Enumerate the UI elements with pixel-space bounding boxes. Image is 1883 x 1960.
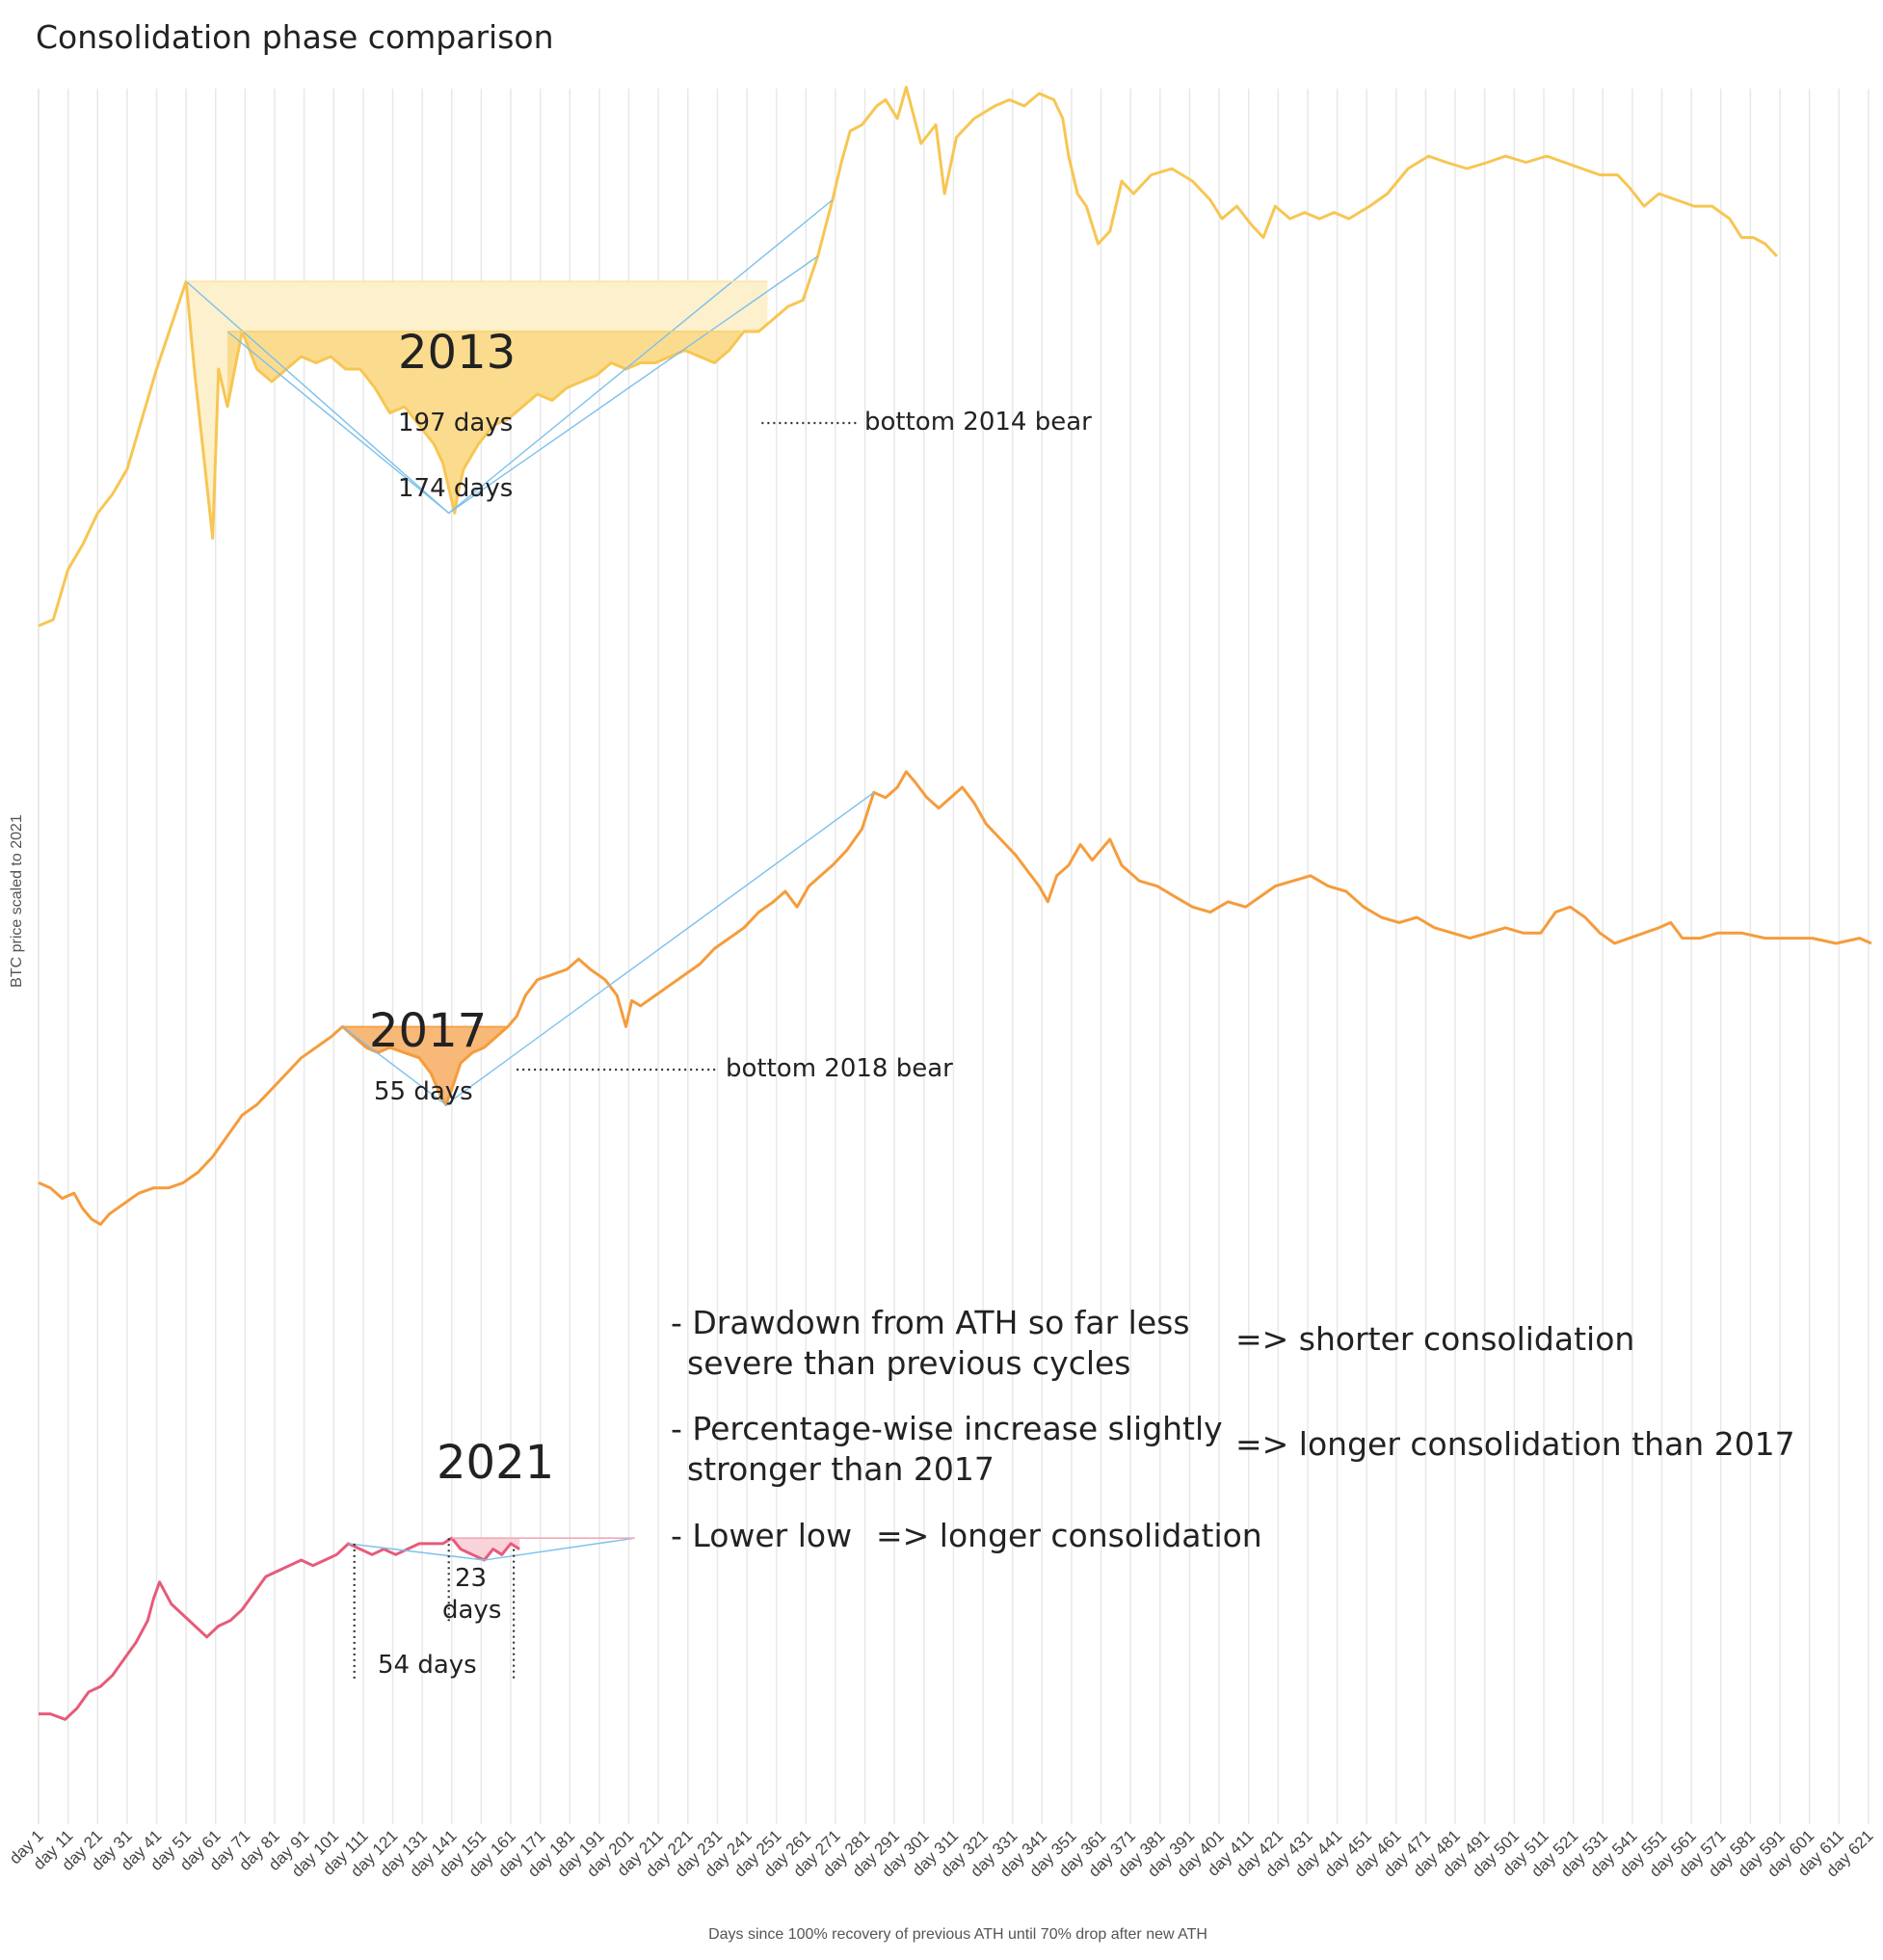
annotation-overlay xyxy=(185,199,875,1682)
guide-v-2021 xyxy=(348,1537,635,1561)
note-1-arrow: => shorter consolidation xyxy=(1235,1320,1634,1358)
note-1-line-2: severe than previous cycles xyxy=(687,1344,1131,1382)
note-3-line-1: - Lower low xyxy=(671,1517,852,1554)
vertical-gridlines xyxy=(38,89,1870,1824)
series-line-2021 xyxy=(39,1536,520,1721)
label-197-days: 197 days xyxy=(398,409,513,437)
guide-v-2017 xyxy=(342,791,875,1106)
chart-title: Consolidation phase comparison xyxy=(36,18,554,56)
note-2-arrow: => longer consolidation than 2017 xyxy=(1235,1425,1795,1463)
label-174-days: 174 days xyxy=(398,474,513,503)
label-bottom-2018-bear: bottom 2018 bear xyxy=(726,1054,953,1083)
label-bottom-2014-bear: bottom 2014 bear xyxy=(864,408,1092,437)
label-2013: 2013 xyxy=(398,326,516,380)
label-2021: 2021 xyxy=(437,1436,554,1490)
label-55-days: 55 days xyxy=(374,1077,473,1106)
series-line-2017 xyxy=(38,770,1872,1227)
area-2021 xyxy=(451,1538,520,1560)
y-axis-label: BTC price scaled to 2021 xyxy=(9,814,25,988)
note-3-arrow: => longer consolidation xyxy=(876,1517,1262,1554)
note-2-line-2: stronger than 2017 xyxy=(687,1450,995,1488)
area-2013-174-days xyxy=(227,331,741,514)
price-series xyxy=(38,86,1872,1721)
note-1-line-1: - Drawdown from ATH so far less xyxy=(671,1304,1190,1341)
label-54-days: 54 days xyxy=(378,1651,477,1680)
series-line-2013 xyxy=(38,86,1778,627)
label-2017: 2017 xyxy=(369,1004,487,1058)
x-axis-label: Days since 100% recovery of previous ATH… xyxy=(708,1926,1207,1943)
label-23: 23 xyxy=(455,1564,487,1593)
note-2-line-1: - Percentage-wise increase slightly xyxy=(671,1410,1223,1447)
guide-v-2013-inner xyxy=(226,255,818,515)
label-23-days: days xyxy=(442,1596,501,1625)
